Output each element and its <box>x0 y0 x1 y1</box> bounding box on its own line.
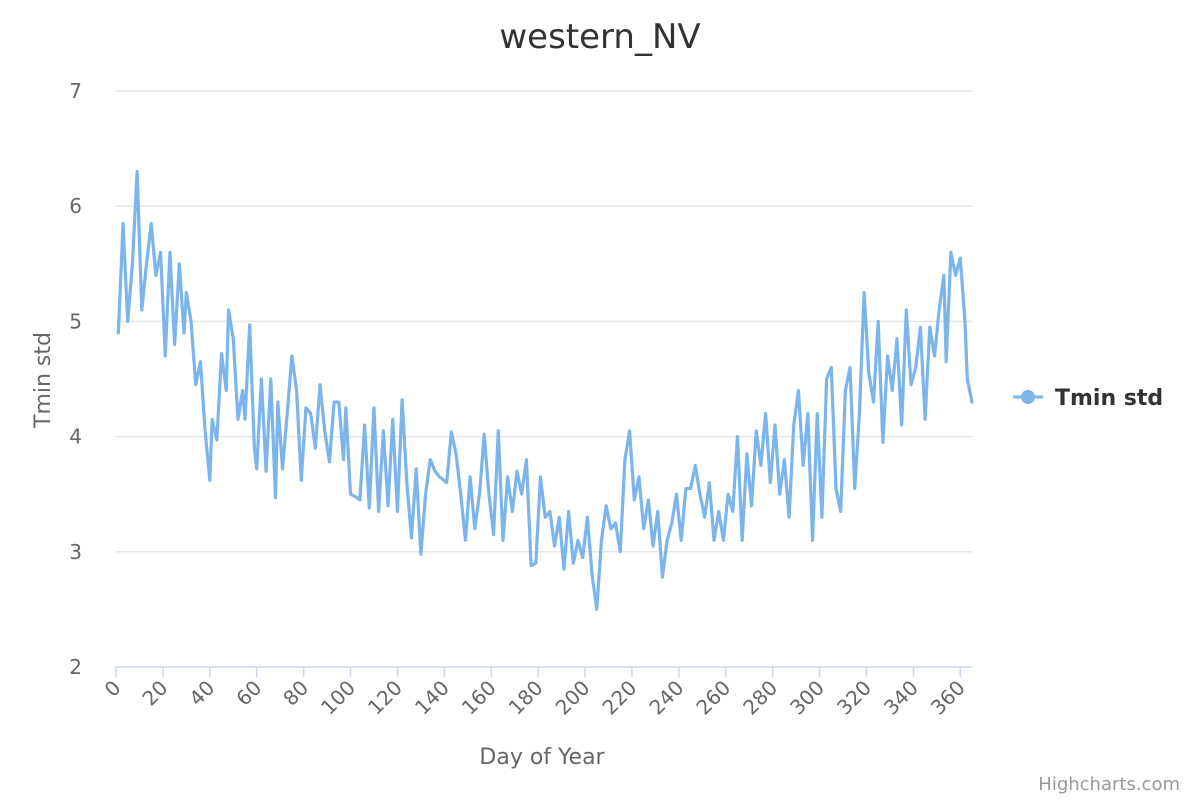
y-tick-label: 6 <box>69 194 82 218</box>
credits-link[interactable]: Highcharts.com <box>1038 774 1180 795</box>
x-tick-labels: 0 20 40 60 80 100 120 140 160 180 200 220 240 260 280 3… <box>100 676 970 720</box>
x-tick-label: 80 <box>278 676 313 711</box>
x-tick-label: 180 <box>504 676 548 720</box>
x-tick-label: 260 <box>691 676 735 720</box>
x-tick-label: 220 <box>598 676 642 720</box>
x-tick-label: 160 <box>457 676 501 720</box>
x-axis-title: Day of Year <box>479 745 605 770</box>
y-tick-label: 2 <box>69 655 82 679</box>
legend[interactable]: Tmin std <box>1013 386 1163 411</box>
x-tick-label: 40 <box>184 676 219 711</box>
x-tick-label: 300 <box>785 676 829 720</box>
x-tick-label: 320 <box>832 676 876 720</box>
y-axis-title: Tmin std <box>31 332 56 429</box>
chart-title: western_NV <box>499 17 700 57</box>
x-tick-label: 120 <box>363 676 407 720</box>
x-tick-label: 280 <box>738 676 782 720</box>
y-tick-label: 7 <box>69 79 82 103</box>
y-tick-label: 5 <box>69 309 82 333</box>
series-line-tmin-std[interactable] <box>116 170 974 611</box>
x-tick-label: 60 <box>231 676 266 711</box>
x-tick-label: 360 <box>926 676 970 720</box>
legend-marker <box>1021 390 1035 404</box>
x-tick-label: 240 <box>644 676 688 720</box>
x-tick-label: 200 <box>551 676 595 720</box>
y-tick-label: 4 <box>69 425 82 449</box>
y-tick-labels: 2 3 4 5 6 7 <box>69 79 82 679</box>
x-tick-label: 100 <box>316 676 360 720</box>
grid-lines <box>116 90 972 553</box>
x-tick-label: 340 <box>879 676 923 720</box>
x-tick-label: 140 <box>410 676 454 720</box>
y-tick-label: 3 <box>69 540 82 564</box>
x-tick-label: 0 <box>100 676 126 702</box>
x-axis <box>115 666 972 677</box>
series-group <box>116 170 974 611</box>
x-tick-label: 20 <box>137 676 172 711</box>
legend-label: Tmin std <box>1055 386 1163 411</box>
